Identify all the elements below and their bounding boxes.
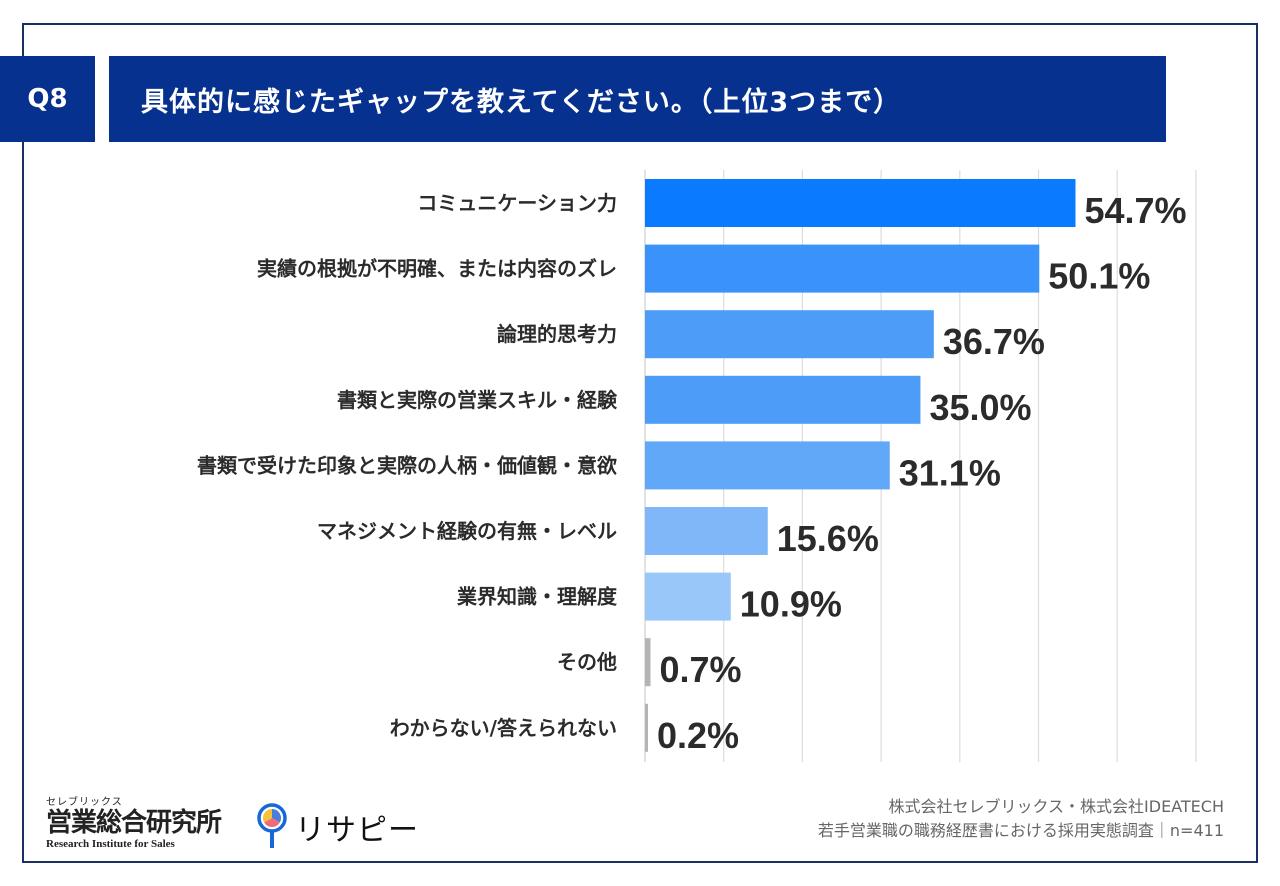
value-label: 0.7% bbox=[660, 649, 742, 690]
category-label: 業界知識・理解度 bbox=[457, 585, 618, 609]
logo-name: 営業総合研究所 bbox=[46, 808, 222, 838]
logo-research-institute: セレブリックス 営業総合研究所 Research Institute for S… bbox=[46, 793, 236, 850]
source-companies: 株式会社セレブリックス・株式会社IDEATECH bbox=[888, 797, 1224, 816]
value-label: 36.7% bbox=[943, 321, 1045, 362]
value-labels: 54.7% 50.1%36.7% 35.0% 31.1% 15.6% 10.9% 0.7% 0… bbox=[657, 190, 1187, 756]
category-label: 論理的思考力 bbox=[497, 322, 617, 346]
bar bbox=[645, 638, 651, 687]
bar bbox=[645, 375, 921, 424]
bar bbox=[645, 441, 890, 490]
category-label: 書類と実際の営業スキル・経験 bbox=[337, 388, 618, 412]
logo-kana: セレブリックス bbox=[46, 797, 123, 808]
bar bbox=[645, 703, 648, 752]
value-label: 50.1% bbox=[1048, 256, 1150, 297]
value-label: 15.6% bbox=[777, 518, 879, 559]
logo-risapy: リサピー bbox=[257, 802, 419, 852]
category-label: 書類で受けた印象と実際の人柄・価値観・意欲 bbox=[197, 453, 617, 477]
category-label: その他 bbox=[557, 650, 617, 674]
value-label: 0.2% bbox=[657, 715, 739, 756]
logo-risapy-name: リサピー bbox=[295, 813, 419, 848]
bar bbox=[645, 507, 768, 555]
source-note: 株式会社セレブリックス・株式会社IDEATECH 若手営業職の職務経歴書における… bbox=[818, 795, 1224, 843]
bar bbox=[645, 179, 1076, 227]
category-label: マネジメント経験の有無・レベル bbox=[317, 519, 617, 543]
question-title: 具体的に感じたギャップを教えてください。（上位3つまで） bbox=[109, 56, 1166, 142]
category-label: 実績の根拠が不明確、または内容のズレ bbox=[257, 257, 617, 281]
category-label: わからない/答えられない bbox=[390, 716, 617, 740]
chart-frame bbox=[22, 23, 1258, 863]
value-label: 35.0% bbox=[929, 387, 1031, 428]
logo-english: Research Institute for Sales bbox=[46, 838, 175, 850]
bars bbox=[645, 179, 1076, 752]
value-label: 54.7% bbox=[1084, 190, 1186, 231]
source-survey: 若手営業職の職務経歴書における採用実態調査｜n=411 bbox=[817, 821, 1224, 840]
category-labels: コミュニケーション力実績の根拠が不明確、または内容のズレ論理的思考力書類と実際の… bbox=[197, 191, 618, 740]
value-label: 10.9% bbox=[740, 584, 842, 625]
bar bbox=[645, 310, 934, 359]
bar bbox=[645, 572, 731, 621]
bar bbox=[645, 244, 1040, 293]
pin-pie-icon bbox=[257, 803, 287, 848]
category-label: コミュニケーション力 bbox=[417, 191, 617, 215]
value-label: 31.1% bbox=[899, 452, 1001, 493]
question-badge: Q8 bbox=[0, 56, 95, 142]
